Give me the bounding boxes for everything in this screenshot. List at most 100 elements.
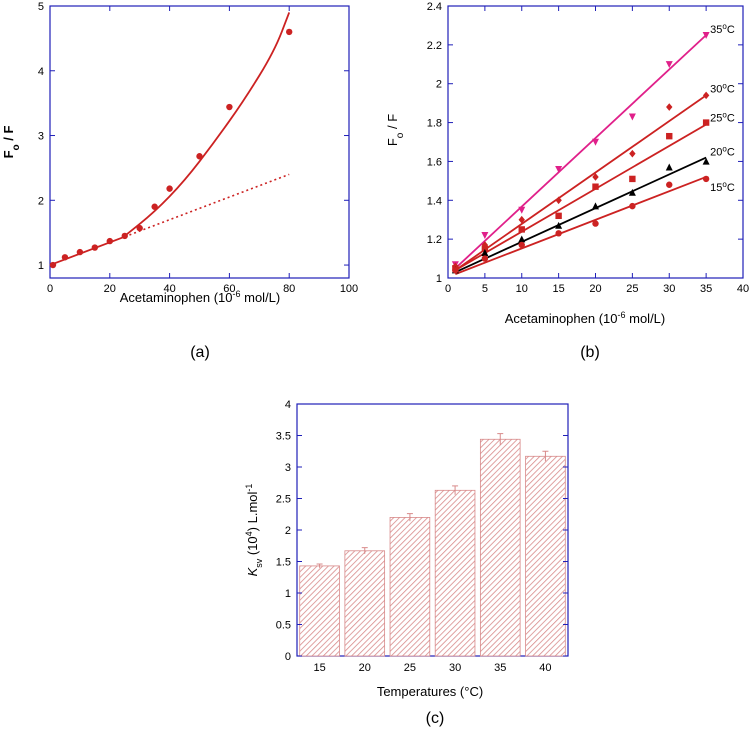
panel-c-ticks: 15 20 25 30 35 40 0 0.5 1 1.5 2 2.5 3 3.5 4 bbox=[276, 399, 568, 674]
panel-a-point bbox=[49, 261, 57, 269]
panel-b-point bbox=[629, 202, 636, 210]
panel-c-xtick-label: 20 bbox=[359, 662, 371, 674]
panel-c-bar bbox=[434, 489, 476, 657]
panel-b-point bbox=[481, 249, 489, 256]
panel-b-point bbox=[555, 196, 562, 205]
panel-a-ytick-label: 3 bbox=[38, 131, 44, 143]
panel-b-point bbox=[481, 232, 489, 239]
panel-c-xlabel: Temperatures (°C) bbox=[377, 684, 483, 699]
panel-b-point bbox=[518, 241, 525, 249]
panel-a-xtick-label: 40 bbox=[163, 283, 175, 295]
panel-b-point bbox=[518, 206, 526, 214]
panel-b-ytick-label: 2 bbox=[436, 79, 442, 91]
panel-b-xtick-label: 5 bbox=[482, 283, 488, 295]
panel-a-xtick-label: 60 bbox=[223, 283, 235, 295]
panel-b-point bbox=[702, 175, 710, 183]
panel-a-ticks: 0 20 40 60 80 100 1 2 3 4 5 bbox=[38, 1, 358, 295]
panel-c-bars bbox=[299, 433, 566, 657]
panel-c-bar bbox=[299, 565, 340, 657]
panel-b-ticks: 0 5 10 15 20 25 30 35 40 1 1.2 1.4 1.6 1.8 2 2.2 2.4 bbox=[427, 1, 749, 295]
panel-c: 15 20 25 30 35 40 0 0.5 1 1.5 2 2.5 3 3.5 4 Temperatur… bbox=[244, 399, 569, 727]
panel-a-fit-lines bbox=[49, 12, 291, 266]
panel-a-point bbox=[196, 153, 203, 160]
panel-c-caption: (c) bbox=[426, 710, 445, 727]
panel-b-caption: (b) bbox=[580, 344, 600, 361]
panel-b-point bbox=[592, 138, 599, 146]
panel-b-series-label: 15oC bbox=[710, 180, 735, 194]
panel-b-ytick-label: 1.2 bbox=[427, 234, 442, 246]
panel-b-xtick-label: 40 bbox=[737, 283, 749, 295]
panel-c-xtick-label: 35 bbox=[494, 662, 506, 674]
panel-b-point bbox=[629, 175, 636, 183]
panel-c-ytick-label: 2 bbox=[285, 525, 291, 537]
panel-b-point bbox=[666, 132, 673, 140]
panel-a-point bbox=[151, 203, 158, 210]
panel-b-point bbox=[518, 226, 525, 233]
panel-b-points bbox=[451, 31, 710, 274]
panel-b-ytick-label: 1 bbox=[436, 273, 442, 285]
panel-b-point bbox=[665, 61, 673, 68]
panel-a-point bbox=[286, 28, 293, 36]
panel-b-point bbox=[555, 230, 562, 237]
panel-b-point bbox=[628, 188, 636, 196]
panel-a-xlabel: Acetaminophen (10-6 mol/L) bbox=[120, 289, 281, 305]
panel-c-ylabel: Ksv (104) L.mol-1 bbox=[244, 484, 264, 577]
panel-b-ytick-label: 2.4 bbox=[427, 1, 442, 13]
panel-a-linear-fit-dotted bbox=[124, 173, 290, 238]
panel-a-point bbox=[226, 103, 233, 111]
panel-a-frame bbox=[49, 5, 350, 279]
panel-b-xtick-label: 25 bbox=[626, 283, 638, 295]
panel-c-ytick-label: 0 bbox=[285, 651, 291, 663]
panel-b-fit-line bbox=[454, 94, 707, 271]
panel-b-point bbox=[481, 245, 489, 253]
panel-a-point bbox=[121, 232, 128, 240]
panel-a-ylabel: Fo / F bbox=[1, 126, 22, 159]
panel-c-ytick-label: 3.5 bbox=[276, 431, 291, 443]
panel-b-fit-line bbox=[455, 176, 707, 275]
panel-b-point bbox=[702, 157, 710, 165]
panel-b-point bbox=[629, 149, 636, 158]
panel-b-point bbox=[592, 202, 599, 210]
panel-b-point bbox=[665, 163, 673, 171]
panel-b-ytick-label: 1.8 bbox=[427, 118, 442, 130]
panel-b-ytick-label: 1.4 bbox=[427, 195, 442, 207]
panel-b-point bbox=[702, 31, 710, 39]
panel-a: 0 20 40 60 80 100 1 2 3 4 5 Acetaminophen (10-6 mo… bbox=[1, 1, 358, 361]
panel-b-series-labels: 35oC 30oC 25oC 20oC 15oC bbox=[710, 22, 735, 194]
panel-c-ytick-label: 3 bbox=[285, 462, 291, 474]
panel-b-point bbox=[555, 166, 563, 173]
panel-a-ytick-label: 5 bbox=[38, 1, 44, 13]
panel-c-ytick-label: 4 bbox=[285, 399, 291, 411]
panel-b-series-label: 20oC bbox=[710, 145, 735, 159]
panel-b-point bbox=[628, 113, 636, 121]
panel-a-point bbox=[106, 237, 114, 245]
panel-a-point bbox=[136, 224, 143, 232]
panel-b-point bbox=[666, 103, 673, 111]
panel-b: 0 5 10 15 20 25 30 35 40 1 1.2 1.4 1.6 1.8 2 2.2 2.4 35o… bbox=[385, 1, 749, 361]
panel-b-point bbox=[518, 215, 525, 224]
panel-b-series-label: 35oC bbox=[710, 22, 735, 36]
panel-a-exponential-fit bbox=[124, 12, 291, 237]
panel-a-points bbox=[49, 28, 293, 269]
panel-a-xtick-label: 0 bbox=[47, 283, 53, 295]
panel-c-bar bbox=[344, 550, 386, 657]
panel-a-ytick-label: 2 bbox=[38, 195, 44, 207]
panel-b-fit-lines bbox=[454, 34, 707, 275]
panel-b-series-label: 25oC bbox=[710, 111, 735, 125]
panel-b-point bbox=[592, 173, 599, 181]
panel-a-xtick-label: 80 bbox=[283, 283, 295, 295]
panel-a-xtick-label: 100 bbox=[340, 283, 358, 295]
panel-c-bar bbox=[525, 455, 566, 657]
panel-b-xtick-label: 35 bbox=[700, 283, 712, 295]
panel-c-bar bbox=[389, 517, 431, 657]
panel-b-xtick-label: 0 bbox=[445, 283, 451, 295]
panel-c-xtick-label: 25 bbox=[404, 662, 416, 674]
panel-b-point bbox=[452, 267, 459, 274]
panel-a-ytick-label: 1 bbox=[38, 260, 44, 272]
panel-a-point bbox=[76, 248, 84, 256]
panel-a-point bbox=[61, 254, 69, 261]
panel-b-point bbox=[666, 181, 673, 188]
panel-b-xtick-label: 20 bbox=[589, 283, 601, 295]
panel-c-xtick-label: 30 bbox=[449, 662, 461, 674]
